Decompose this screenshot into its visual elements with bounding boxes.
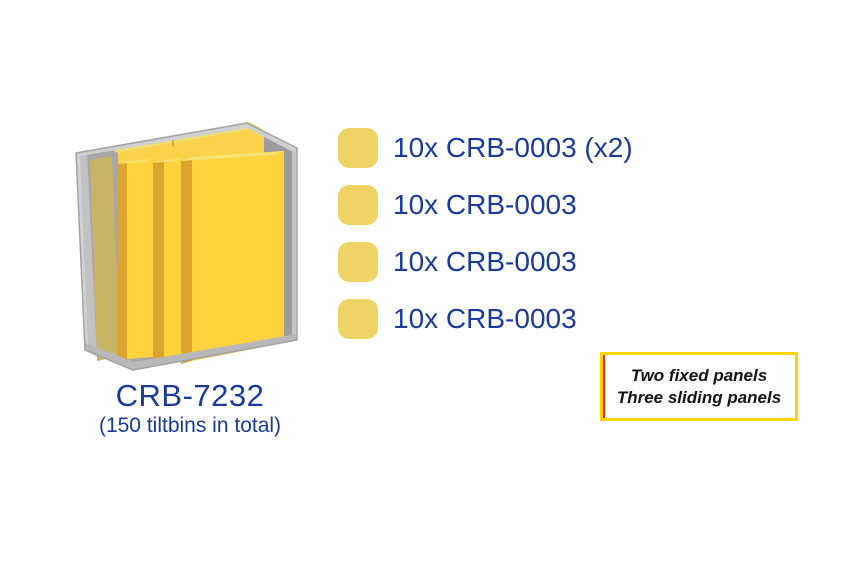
cabinet-top-slab — [76, 123, 297, 156]
sliding-panel-right-front — [192, 151, 284, 361]
sliding-panel-middle-front — [164, 158, 185, 362]
legend-item: 10x CRB-0003 — [338, 299, 633, 339]
sliding-panel-left-front — [127, 159, 153, 359]
bin-swatch-icon — [338, 299, 378, 339]
sliding-panel-right-top — [181, 151, 284, 161]
legend-item-label: 10x CRB-0003 — [393, 189, 577, 220]
cabinet-left-wall — [76, 152, 97, 357]
legend: 10x CRB-0003 (x2) 10x CRB-0003 10x CRB-0… — [338, 128, 633, 339]
cabinet-outline — [75, 122, 298, 371]
bin-swatch-icon — [338, 242, 378, 282]
sliding-panel-left-top — [117, 159, 153, 164]
cabinet-right-wall — [292, 148, 297, 342]
cabinet-illustration — [75, 122, 298, 371]
product-capacity: (150 tiltbins in total) — [98, 414, 282, 437]
left-fixed-panel — [90, 156, 120, 361]
bin-swatch-icon — [338, 128, 378, 168]
legend-item: 10x CRB-0003 (x2) — [338, 128, 633, 168]
legend-item-label: 10x CRB-0003 (x2) — [393, 132, 633, 163]
note-line: Three sliding panels — [616, 387, 782, 407]
note-text: Two fixed panels Three sliding panels — [603, 355, 795, 418]
product-caption: CRB-7232 (150 tiltbins in total) — [70, 379, 310, 438]
legend-item: 10x CRB-0003 — [338, 242, 633, 282]
legend-item-label: 10x CRB-0003 — [393, 246, 577, 277]
sliding-panel-left-side — [117, 161, 127, 362]
legend-item-label: 10x CRB-0003 — [393, 303, 577, 334]
note-box: Two fixed panels Three sliding panels — [600, 352, 798, 421]
sliding-panel-middle-side — [153, 160, 164, 365]
sliding-panel-middle-top — [153, 158, 185, 163]
bin-swatch-icon — [338, 185, 378, 225]
legend-item: 10x CRB-0003 — [338, 185, 633, 225]
product-model: CRB-7232 — [115, 378, 265, 413]
sliding-panel-right-side — [181, 157, 192, 364]
note-accent-line — [603, 355, 605, 418]
note-line: Two fixed panels — [630, 365, 768, 385]
